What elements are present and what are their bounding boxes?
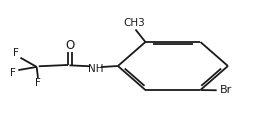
Text: F: F [10,68,15,78]
Text: CH3: CH3 [123,18,145,28]
Text: NH: NH [88,64,103,74]
Text: F: F [13,48,19,58]
Text: O: O [66,39,75,52]
Text: Br: Br [220,85,232,95]
Text: F: F [35,78,41,88]
